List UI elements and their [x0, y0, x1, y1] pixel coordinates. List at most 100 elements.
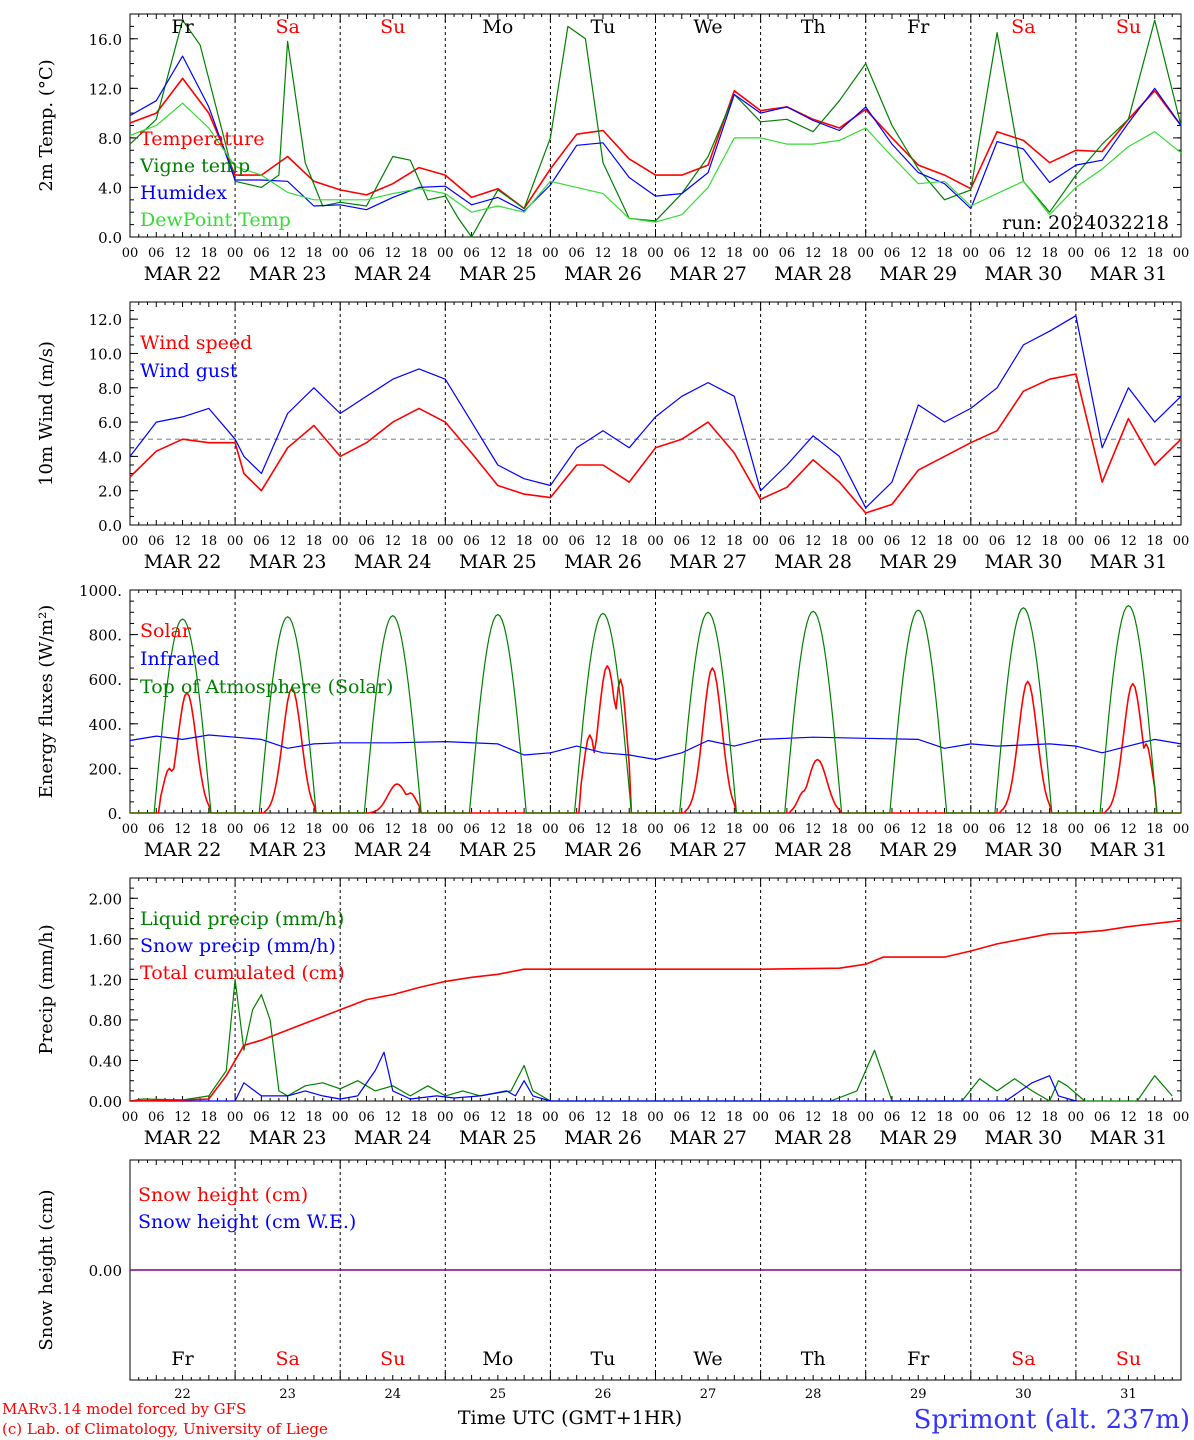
- legend-entry: Wind speed: [140, 332, 252, 354]
- hour-tick-label: 06: [568, 1110, 585, 1125]
- hour-tick-label: 12: [910, 1110, 927, 1125]
- date-label: MAR 26: [564, 1127, 642, 1149]
- station-name: Sprimont (alt. 237m): [914, 1405, 1190, 1435]
- panel-5: 0.00 Snow height (cm) Snow height (cm) Snow…: [36, 1159, 1182, 1381]
- day-number-label: 22: [174, 1387, 191, 1402]
- legend-entry: Temperature: [140, 128, 264, 150]
- date-label: MAR 30: [984, 1127, 1062, 1149]
- series-line-top-of-atmosphere-solar: [130, 605, 1181, 814]
- hour-tick-label: 12: [700, 246, 717, 261]
- hour-tick-label: 18: [936, 246, 953, 261]
- hour-tick-label: 18: [306, 246, 323, 261]
- hour-tick-label: 12: [595, 1110, 612, 1125]
- hour-tick-label: 12: [1015, 246, 1032, 261]
- hour-tick-label: 12: [384, 1110, 401, 1125]
- date-label: MAR 27: [669, 263, 747, 285]
- hour-tick-label: 18: [201, 534, 218, 549]
- hour-tick-label: 06: [674, 822, 691, 837]
- weekday-label: Sa: [275, 1348, 299, 1370]
- hour-tick-label: 12: [279, 534, 296, 549]
- hour-tick-label: 00: [437, 822, 454, 837]
- hour-tick-label: 18: [726, 822, 743, 837]
- day-number-label: 31: [1120, 1387, 1137, 1402]
- date-label: MAR 26: [564, 551, 642, 573]
- hour-tick-label: 18: [1041, 246, 1058, 261]
- hour-tick-label: 12: [700, 534, 717, 549]
- hour-tick-label: 00: [1173, 822, 1190, 837]
- date-label: MAR 29: [879, 839, 957, 861]
- hour-tick-label: 18: [201, 822, 218, 837]
- weekday-label: Fr: [907, 16, 930, 38]
- hour-tick-label: 18: [621, 1110, 638, 1125]
- legend-entry: Snow height (cm W.E.): [138, 1211, 356, 1233]
- y-tick-label: 0.80: [89, 1012, 122, 1030]
- day-number-label: 30: [1015, 1387, 1032, 1402]
- hour-tick-label: 06: [358, 534, 375, 549]
- date-label: MAR 29: [879, 551, 957, 573]
- hour-tick-label: 00: [437, 246, 454, 261]
- hour-tick-label: 06: [253, 822, 270, 837]
- hour-tick-label: 06: [989, 1110, 1006, 1125]
- date-label: MAR 25: [459, 1127, 537, 1149]
- hour-tick-label: 00: [647, 534, 664, 549]
- hour-tick-label: 18: [936, 822, 953, 837]
- day-number-label: 27: [700, 1387, 717, 1402]
- hour-tick-label: 12: [384, 822, 401, 837]
- hour-tick-label: 06: [884, 1110, 901, 1125]
- hour-tick-label: 18: [831, 246, 848, 261]
- series-line-liquid-precip-mm-h: [129, 978, 1173, 1102]
- y-tick-label: 12.0: [89, 80, 122, 98]
- hour-tick-label: 00: [542, 534, 559, 549]
- hour-tick-label: 00: [857, 1110, 874, 1125]
- date-label: MAR 28: [774, 263, 852, 285]
- series-group: [129, 605, 1182, 814]
- y-tick-label: 1000.: [79, 582, 122, 600]
- hour-tick-label: 00: [1173, 1110, 1190, 1125]
- hour-tick-label: 06: [674, 246, 691, 261]
- date-label: MAR 24: [354, 1127, 432, 1149]
- hour-tick-label: 06: [463, 246, 480, 261]
- y-tick-label: 10.0: [89, 345, 122, 363]
- hour-tick-label: 18: [831, 1110, 848, 1125]
- hour-tick-label: 00: [227, 246, 244, 261]
- date-label: MAR 30: [984, 839, 1062, 861]
- hour-tick-label: 06: [148, 1110, 165, 1125]
- hour-tick-label: 18: [306, 534, 323, 549]
- hour-tick-label: 12: [490, 822, 507, 837]
- series-line-temperature: [129, 77, 1182, 210]
- hour-tick-label: 18: [411, 534, 428, 549]
- hour-tick-label: 12: [384, 246, 401, 261]
- hour-tick-label: 12: [700, 1110, 717, 1125]
- date-label: MAR 30: [984, 551, 1062, 573]
- hour-tick-label: 18: [411, 1110, 428, 1125]
- legend-entry: Wind gust: [140, 360, 238, 382]
- date-label: MAR 26: [564, 263, 642, 285]
- weekday-label: Fr: [907, 1348, 930, 1370]
- hour-tick-label: 06: [1094, 246, 1111, 261]
- hour-tick-label: 00: [647, 246, 664, 261]
- hour-tick-label: 12: [279, 1110, 296, 1125]
- hour-tick-label: 18: [1041, 822, 1058, 837]
- hour-tick-label: 18: [726, 534, 743, 549]
- y-tick-label: 16.0: [89, 31, 122, 49]
- x-axis-title: Time UTC (GMT+1HR): [458, 1407, 682, 1429]
- date-label: MAR 25: [459, 551, 537, 573]
- hour-tick-label: 18: [201, 1110, 218, 1125]
- y-tick-label: 1.60: [89, 931, 122, 949]
- hour-tick-label: 00: [963, 246, 980, 261]
- hour-tick-label: 06: [568, 822, 585, 837]
- hour-tick-label: 00: [227, 1110, 244, 1125]
- date-label: MAR 22: [144, 839, 222, 861]
- hour-tick-label: 06: [779, 1110, 796, 1125]
- hour-tick-label: 06: [253, 1110, 270, 1125]
- series-line-wind-speed: [129, 373, 1182, 514]
- hour-tick-label: 18: [411, 246, 428, 261]
- weekday-label: Sa: [275, 16, 299, 38]
- hour-tick-label: 00: [752, 534, 769, 549]
- hour-tick-label: 00: [1173, 534, 1190, 549]
- hour-tick-label: 00: [542, 822, 559, 837]
- day-number-label: 24: [384, 1387, 401, 1402]
- hour-tick-label: 00: [122, 822, 139, 837]
- date-label: MAR 23: [249, 839, 327, 861]
- date-label: MAR 25: [459, 263, 537, 285]
